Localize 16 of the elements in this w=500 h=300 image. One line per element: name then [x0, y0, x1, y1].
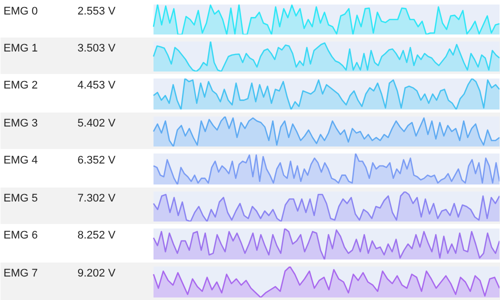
- text: EMG 4: [4, 154, 38, 166]
- text: 9.202 V: [78, 268, 116, 280]
- text: 2.553 V: [78, 6, 116, 18]
- text: 6.352 V: [78, 154, 116, 166]
- text: 4.453 V: [78, 80, 116, 92]
- text: 5.402 V: [78, 118, 116, 130]
- text: EMG 6: [4, 230, 38, 242]
- text: 3.503 V: [78, 42, 116, 54]
- text: 8.252 V: [78, 230, 116, 242]
- text: EMG 5: [4, 192, 38, 204]
- text: EMG 1: [4, 42, 38, 54]
- text: EMG 7: [4, 268, 38, 280]
- text: EMG 2: [4, 80, 38, 92]
- text: EMG 3: [4, 118, 38, 130]
- text: 7.302 V: [78, 192, 116, 204]
- text: EMG 0: [4, 6, 38, 18]
